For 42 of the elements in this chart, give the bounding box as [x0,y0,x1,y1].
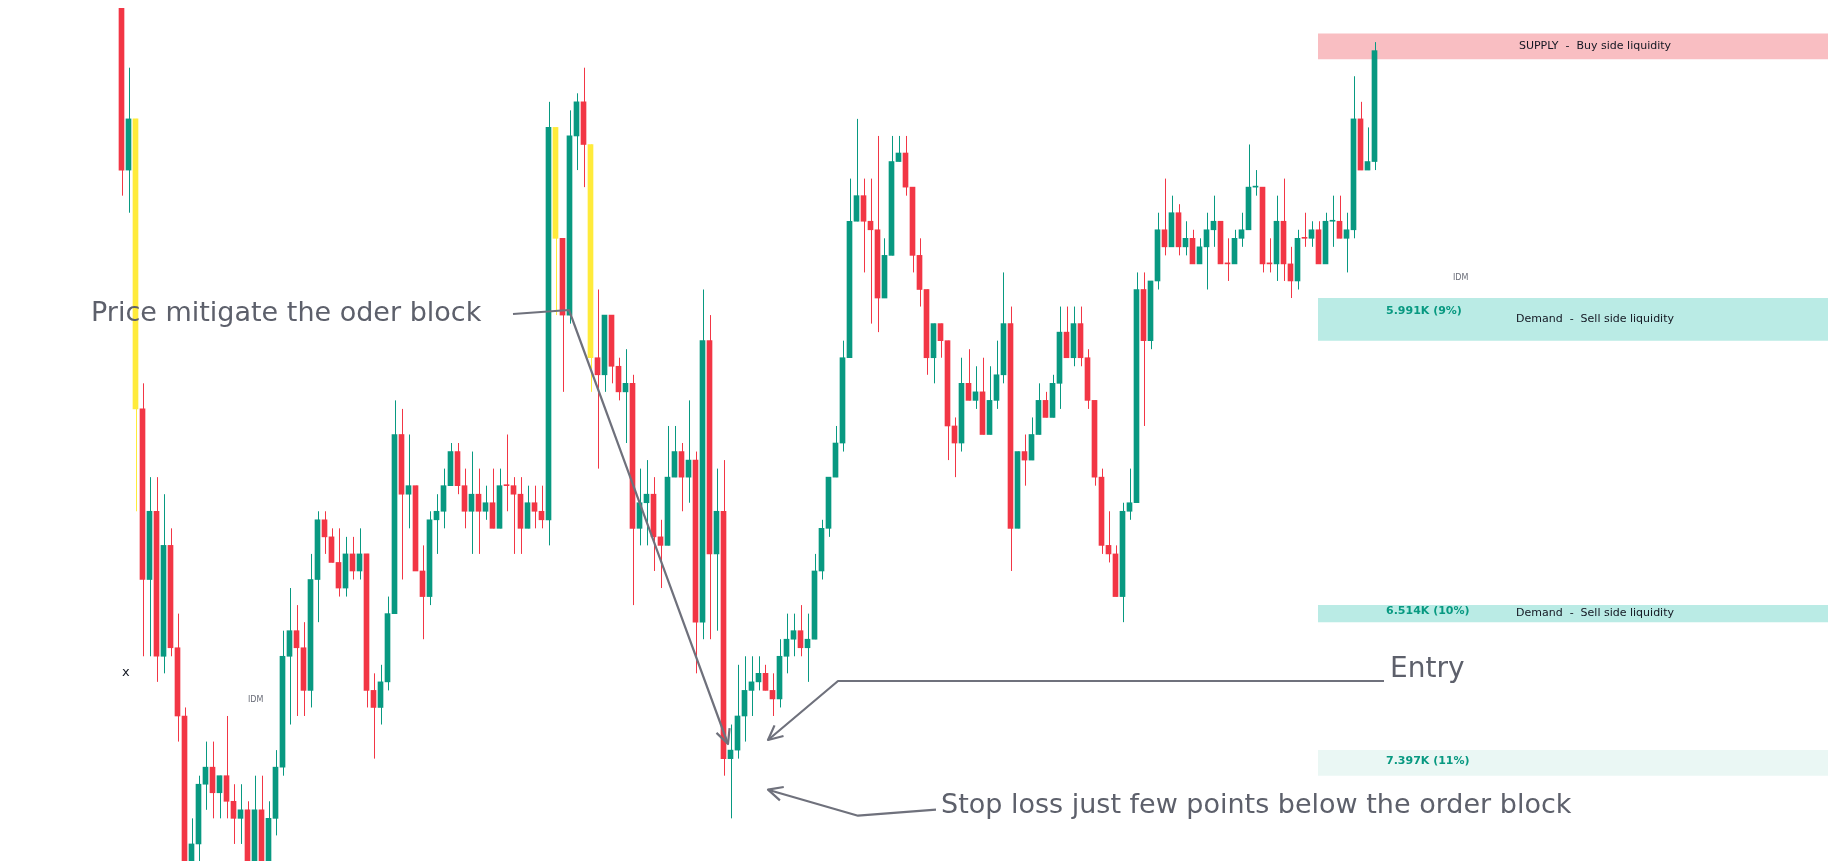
text: IDM [1453,273,1469,283]
candlestick [1203,212,1210,290]
band-label: SUPPLY - Buy side liquidity [1518,39,1672,53]
annotation: IDM [248,695,264,705]
candlestick [783,613,790,674]
candlestick [1161,178,1168,256]
candlestick [370,672,377,760]
candlestick [503,434,510,512]
candlestick [405,434,412,529]
candlestick [594,288,601,470]
candlestick [293,604,300,717]
candlestick [1126,468,1133,521]
candlestick [202,741,209,811]
text: 5.991K (9%) [1386,303,1462,317]
text: Entry [1390,651,1465,685]
candlestick [790,613,797,657]
candlestick [482,485,489,521]
candlestick [1329,195,1336,248]
candlestick [965,348,972,401]
candlestick [797,604,804,657]
candlestick [468,451,475,555]
candlestick [230,783,237,845]
annotation: x [122,664,130,680]
candlestick [237,783,244,845]
band-label: Demand - Sell side liquidity [1516,606,1675,620]
candlestick [1336,195,1343,239]
candlestick [1343,212,1350,273]
candlestick [937,323,944,359]
candlestick [510,476,517,555]
candlestick [475,468,482,555]
candlestick [1238,212,1245,248]
text: 6.514K (10%) [1386,603,1470,617]
band-label: Demand - Sell side liquidity [1516,312,1675,326]
candlestick [1301,212,1308,248]
candlestick [531,485,538,529]
candlestick [762,664,769,691]
candlestick [216,775,223,819]
candlestick [1042,391,1049,418]
text: 7.397K (11%) [1386,753,1470,767]
candlestick [1308,220,1315,248]
annotation: Stop loss just few points below the order block [941,788,1572,820]
candlestick [321,510,328,555]
